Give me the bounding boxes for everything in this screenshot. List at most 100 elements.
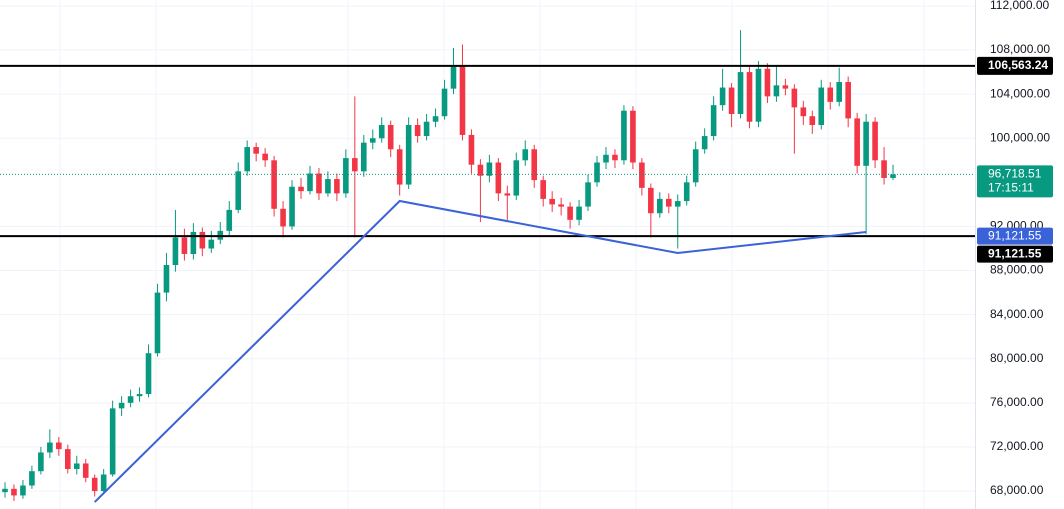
candle-body bbox=[621, 110, 627, 161]
candle-body bbox=[755, 68, 762, 122]
candle-body bbox=[109, 408, 116, 475]
y-tick-label: 80,000.00 bbox=[990, 351, 1044, 365]
candle-body bbox=[764, 68, 771, 97]
candle-body bbox=[513, 160, 520, 196]
candle-body bbox=[20, 485, 26, 496]
candle-body bbox=[854, 118, 860, 166]
y-tick-label: 104,000.00 bbox=[990, 86, 1050, 100]
candle-body bbox=[746, 72, 753, 122]
price-label: 91,121.55 bbox=[988, 246, 1042, 260]
candle-body bbox=[64, 449, 71, 469]
candle-body bbox=[405, 125, 412, 185]
candle-body bbox=[271, 160, 277, 209]
candle-body bbox=[127, 396, 134, 403]
candle-body bbox=[576, 206, 582, 220]
candle-body bbox=[827, 87, 834, 102]
candle-body bbox=[441, 88, 448, 117]
candle-body bbox=[665, 198, 672, 207]
candle-body bbox=[585, 182, 591, 207]
candle-body bbox=[235, 171, 242, 210]
price-label-box bbox=[977, 227, 1053, 245]
candle-body bbox=[91, 477, 98, 492]
candle-body bbox=[325, 179, 331, 194]
candle-body bbox=[298, 186, 304, 192]
candle-body bbox=[612, 154, 618, 161]
candle-body bbox=[423, 121, 430, 137]
candle-body bbox=[244, 147, 250, 172]
candle-body bbox=[154, 292, 161, 354]
candle-body bbox=[280, 208, 286, 227]
candle-body bbox=[199, 231, 206, 249]
candle-body bbox=[603, 154, 609, 163]
candle-body bbox=[253, 147, 259, 154]
candle-body bbox=[674, 201, 681, 207]
y-tick-label: 108,000.00 bbox=[990, 42, 1050, 56]
candle-body bbox=[316, 173, 322, 194]
candle-body bbox=[378, 125, 385, 139]
candle-body bbox=[890, 174, 896, 178]
candle-body bbox=[118, 402, 125, 409]
candle-body bbox=[82, 463, 89, 478]
candle-body bbox=[100, 474, 107, 492]
candle-body bbox=[477, 164, 484, 176]
candle-body bbox=[495, 162, 502, 194]
candle-body bbox=[692, 149, 699, 183]
candle-body bbox=[450, 66, 457, 89]
candle-body bbox=[836, 82, 843, 102]
candle-body bbox=[818, 87, 825, 126]
candle-body bbox=[226, 209, 233, 231]
candle-body bbox=[863, 121, 869, 166]
candle-body bbox=[800, 107, 807, 117]
y-tick-label: 68,000.00 bbox=[990, 483, 1044, 497]
price-label: 91,121.55 bbox=[988, 228, 1042, 242]
candle-body bbox=[208, 239, 215, 249]
y-tick-label: 100,000.00 bbox=[990, 130, 1050, 144]
candle-body bbox=[29, 471, 35, 486]
candle-body bbox=[845, 82, 851, 119]
candle-body bbox=[56, 442, 62, 450]
y-tick-label: 76,000.00 bbox=[990, 395, 1044, 409]
candle-body bbox=[630, 110, 636, 163]
y-tick-label: 112,000.00 bbox=[990, 0, 1049, 12]
candle-body bbox=[136, 394, 143, 397]
candle-body bbox=[531, 149, 538, 181]
price-label-box bbox=[977, 56, 1053, 75]
candle-body bbox=[414, 125, 421, 137]
price-label-box bbox=[977, 245, 1053, 263]
candle-body bbox=[540, 180, 546, 199]
candle-body bbox=[639, 162, 645, 188]
candle-body bbox=[73, 463, 80, 469]
candle-body bbox=[38, 452, 44, 472]
candle-body bbox=[343, 158, 349, 194]
countdown-label: 17:15:11 bbox=[988, 181, 1034, 195]
candle-body bbox=[432, 116, 439, 122]
candle-body bbox=[791, 88, 798, 108]
candle-body bbox=[11, 488, 17, 496]
candle-body bbox=[387, 125, 394, 150]
candle-body bbox=[710, 105, 717, 137]
candle-body bbox=[549, 198, 555, 205]
candle-body bbox=[2, 488, 8, 493]
trend-line bbox=[93, 199, 867, 503]
candle-body bbox=[352, 158, 358, 172]
last-price-box bbox=[977, 165, 1053, 198]
candle-body bbox=[522, 149, 529, 161]
price-label: 106,563.24 bbox=[988, 58, 1048, 72]
candle-body bbox=[567, 206, 573, 220]
y-tick-label: 72,000.00 bbox=[990, 439, 1044, 453]
candle-body bbox=[648, 187, 654, 214]
last-price-label: 96,718.51 bbox=[988, 167, 1042, 181]
candle-body bbox=[468, 134, 475, 165]
candle-body bbox=[486, 162, 493, 176]
candle-body bbox=[809, 116, 816, 126]
candle-body bbox=[594, 162, 600, 183]
candle-body bbox=[773, 85, 780, 97]
candle-body bbox=[334, 179, 340, 194]
candle-body bbox=[361, 142, 367, 172]
candle-body bbox=[396, 149, 403, 185]
candle-body bbox=[145, 353, 152, 395]
candle-body bbox=[262, 153, 268, 161]
candle-body bbox=[683, 182, 690, 202]
candle-body bbox=[881, 160, 887, 178]
